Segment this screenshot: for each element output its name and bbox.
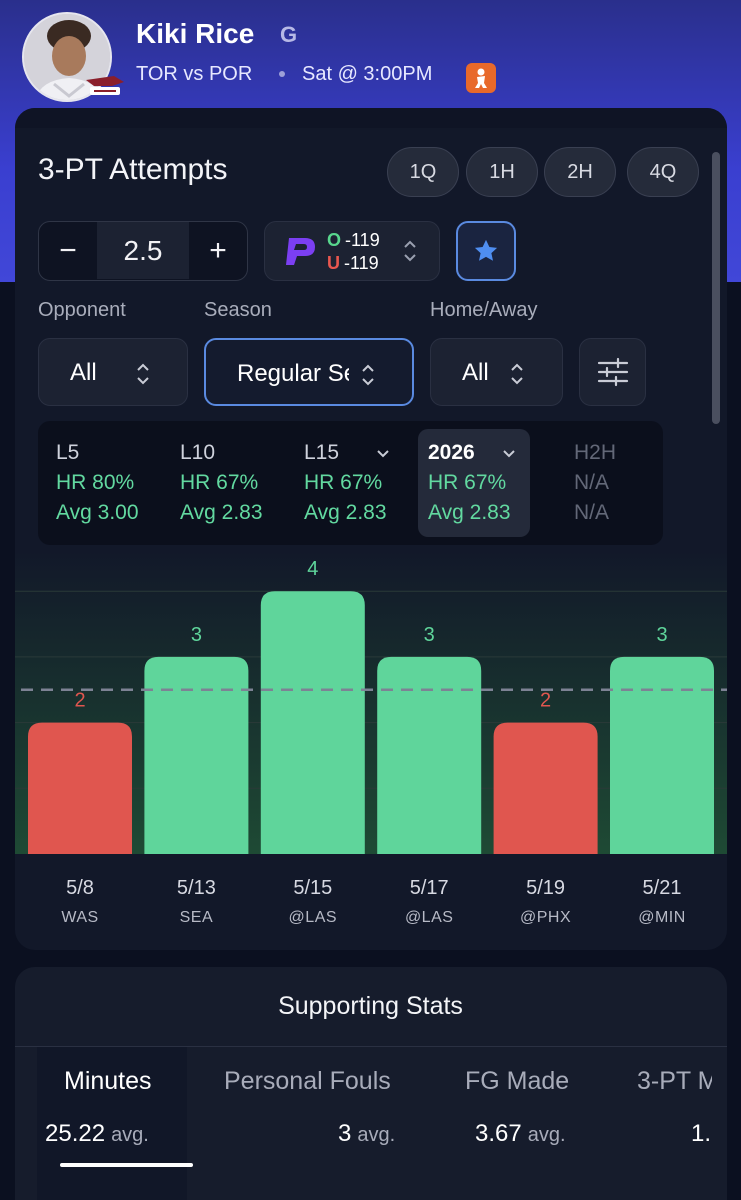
tab-fg-made[interactable]: FG Made 3.67 avg. [465, 1067, 570, 1147]
bar-5-17[interactable] [377, 656, 482, 854]
bar-5-21[interactable] [610, 656, 714, 854]
hit-rate-h2h[interactable]: H2H N/A N/A [574, 441, 617, 524]
chevron-updown-icon [509, 361, 525, 387]
hit-rate-l5[interactable]: L5 HR 80% Avg 3.00 [56, 441, 139, 524]
tab-personal-fouls[interactable]: Personal Fouls 3 avg. [224, 1067, 396, 1147]
x-tick-date: 5/13 [176, 877, 216, 899]
scrollbar[interactable] [712, 152, 720, 424]
x-tick-opponent: @LAS [404, 909, 454, 926]
player-name: Kiki Rice [136, 18, 255, 49]
under-odds: U -119 [327, 253, 379, 273]
separator-dot [279, 71, 285, 77]
chevron-updown-icon [135, 361, 151, 387]
supporting-stats-tabs: Minutes 25.22 avg. Personal Fouls 3 avg. F… [15, 1047, 712, 1200]
x-tick-date: 5/17 [409, 877, 449, 899]
x-tick-opponent: @LAS [288, 909, 338, 926]
hit-rate-l15[interactable]: L15 HR 67% Avg 2.83 [294, 429, 406, 537]
opponent-filter-label: Opponent [38, 299, 126, 321]
bar-5-15[interactable] [260, 591, 365, 854]
tab-minutes[interactable]: Minutes 25.22 avg. [37, 1047, 193, 1200]
chevron-down-icon [377, 450, 389, 458]
team-logo [84, 72, 126, 98]
x-tick-date: 5/8 [66, 877, 94, 899]
game-log-bar-chart: 2 3 4 3 2 3 [15, 550, 727, 854]
bar-5-13[interactable] [144, 656, 249, 854]
prop-title: 3-PT Attempts [38, 153, 228, 186]
bar-value-label: 3 [656, 624, 667, 646]
line-stepper: − 2.5 + [38, 221, 248, 281]
over-odds: O -119 [327, 230, 380, 250]
x-tick-date: 5/21 [642, 877, 682, 899]
hit-rate-l10[interactable]: L10 HR 67% Avg 2.83 [180, 441, 263, 524]
season-select[interactable]: Regular Season [204, 338, 414, 406]
matchup-text: TOR vs POR [136, 63, 253, 85]
bar-5-19[interactable] [493, 722, 598, 854]
season-filter-label: Season [204, 299, 272, 321]
filter-settings-button[interactable] [579, 338, 646, 406]
league-icon [466, 63, 496, 93]
chevron-down-icon [503, 450, 515, 458]
bar-value-label: 3 [424, 624, 435, 646]
decrement-button[interactable]: − [59, 233, 77, 267]
increment-button[interactable]: + [209, 233, 227, 267]
chevron-updown-icon [403, 238, 417, 264]
x-tick-opponent: @MIN [638, 909, 686, 926]
x-tick-opponent: WAS [61, 909, 99, 926]
period-button-1q[interactable]: 1Q [387, 147, 459, 197]
bar-value-label: 4 [307, 558, 318, 580]
supporting-stats-title: Supporting Stats [278, 992, 463, 1020]
x-tick-date: 5/15 [293, 877, 333, 899]
x-tick-opponent: SEA [179, 909, 214, 926]
home-away-select[interactable]: All [430, 338, 563, 406]
star-icon [474, 239, 498, 261]
home-away-filter-label: Home/Away [430, 299, 538, 321]
period-button-4q[interactable]: 4Q [627, 147, 699, 197]
tab-3pt-made[interactable]: 3-PT Made 1.5 [637, 1067, 712, 1147]
bar-5-8[interactable] [28, 722, 132, 854]
active-tab-indicator [60, 1163, 193, 1167]
bar-value-label: 2 [540, 690, 551, 712]
bar-value-label: 3 [191, 624, 202, 646]
x-tick-opponent: @PHX [520, 909, 572, 926]
period-button-1h[interactable]: 1H [466, 147, 538, 197]
bar-value-label: 2 [74, 690, 85, 712]
chevron-updown-icon [360, 362, 376, 388]
player-position: G [280, 22, 298, 47]
line-value: 2.5 [97, 222, 189, 279]
x-tick-date: 5/19 [526, 877, 566, 899]
period-button-2h[interactable]: 2H [544, 147, 616, 197]
player-header: Kiki Rice G TOR vs POR Sat @ 3:00PM [0, 0, 741, 110]
hit-rate-season[interactable]: 2026 HR 67% Avg 2.83 [418, 429, 530, 537]
sliders-icon [597, 357, 628, 387]
sportsbook-logo-icon [283, 234, 317, 268]
sportsbook-odds-selector[interactable]: O -119 U -119 [264, 221, 440, 281]
opponent-select[interactable]: All [38, 338, 188, 406]
hit-rate-strip: L5 HR 80% Avg 3.00 L10 HR 67% Avg 2.83 L… [38, 421, 663, 545]
favorite-button[interactable] [456, 221, 516, 281]
game-time: Sat @ 3:00PM [302, 63, 433, 85]
